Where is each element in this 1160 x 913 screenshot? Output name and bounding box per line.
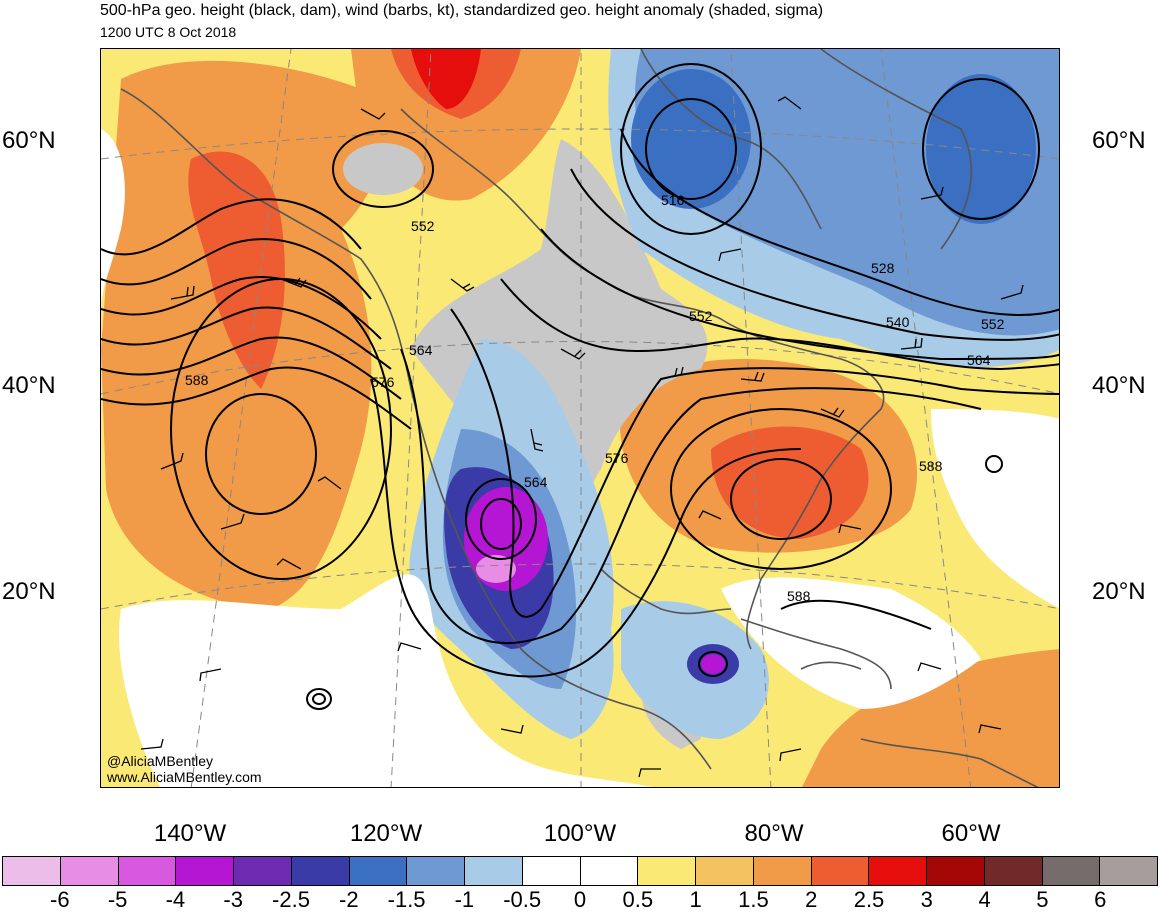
- colorbar-tick-label: -6: [50, 887, 70, 912]
- figure-title: 500-hPa geo. height (black, dam), wind (…: [100, 2, 824, 19]
- lat-label-40n-right: 40°N: [1092, 372, 1146, 399]
- lon-label-60w: 60°W: [941, 820, 1001, 847]
- colorbar-tick-label: 1.5: [738, 887, 769, 912]
- anomaly-negative-greenland-east: [926, 74, 1036, 224]
- wind-barbs: [140, 96, 1024, 778]
- colorbar-tick-label: 5: [1036, 887, 1049, 912]
- colorbar-cell: [1042, 857, 1101, 885]
- credit-url: www.AliciaMBentley.com: [107, 769, 262, 785]
- lon-label-100w: 100°W: [543, 820, 617, 847]
- contour-label: 552: [411, 218, 435, 234]
- colorbar-tick-label: -2.5: [272, 887, 310, 912]
- colorbar-cell: [522, 857, 581, 885]
- anomaly-positive-tropical: [802, 649, 1059, 787]
- colorbar-tick-label: 1: [689, 887, 702, 912]
- contour-label: 576: [371, 374, 395, 390]
- lat-label-20n-left: 20°N: [2, 578, 56, 605]
- lon-label-80w: 80°W: [744, 820, 804, 847]
- colorbar-cell: [291, 857, 350, 885]
- colorbar-cell: [1100, 857, 1157, 885]
- anomaly-negative-trough-peak: [476, 555, 516, 583]
- colorbar-tick-label: 6: [1094, 887, 1107, 912]
- colorbar-tick-label: 0.5: [622, 887, 654, 912]
- colorbar-cell: [696, 857, 754, 885]
- colorbar-cell: [869, 857, 927, 885]
- anomaly-neutral-east: [931, 409, 1059, 608]
- colorbar-cell: [927, 857, 985, 885]
- anomaly-negative-baffin: [631, 69, 751, 209]
- anomaly-gray-low: [343, 143, 423, 195]
- contour-label: 540: [886, 314, 910, 330]
- valid-time: 1200 UTC 8 Oct 2018: [100, 24, 237, 40]
- colorbar-tick-label: -5: [107, 887, 128, 912]
- colorbar-tick-label: 0: [573, 887, 587, 912]
- colorbar-tick-label: 2: [805, 887, 818, 912]
- colorbar-cell: [465, 857, 523, 885]
- lat-label-20n-right: 20°N: [1092, 578, 1146, 605]
- lon-label-140w: 140°W: [153, 820, 227, 847]
- colorbar: [2, 856, 1158, 886]
- colorbar-cell: [580, 857, 639, 885]
- contour-label: 588: [787, 588, 811, 604]
- colorbar-cell: [753, 857, 812, 885]
- contour-label: 576: [605, 450, 629, 466]
- anomaly-neutral-northwest: [101, 129, 125, 309]
- colorbar-tick-label: 3: [920, 887, 933, 912]
- map-panel: 516 528 540 552 552 552 564 564 564 576 …: [100, 48, 1060, 788]
- contour-label: 564: [524, 474, 548, 490]
- colorbar-tick-label: -1.5: [387, 887, 426, 912]
- anomaly-gray-continent: [411, 139, 708, 589]
- anomaly-negative-low-core: [701, 654, 725, 674]
- lat-label-60n-right: 60°N: [1092, 127, 1146, 154]
- lat-label-60n-left: 60°N: [2, 127, 56, 154]
- contour-label: 516: [661, 192, 685, 208]
- colorbar-cell: [176, 857, 234, 885]
- colorbar-tick-label: -1: [454, 887, 475, 912]
- anomaly-neutral-pacific: [119, 574, 653, 787]
- credit-handle: @AliciaMBentley: [107, 753, 214, 769]
- lat-label-40n-left: 40°N: [2, 372, 56, 399]
- colorbar-tick-label: 4: [978, 887, 991, 912]
- colorbar-cell: [118, 857, 177, 885]
- contour-label: 588: [919, 458, 943, 474]
- contour-label: 552: [981, 316, 1005, 332]
- anomaly-neutral-atlantic: [721, 577, 981, 709]
- colorbar-cell: [984, 857, 1043, 885]
- lon-label-120w: 120°W: [349, 820, 423, 847]
- colorbar-tick-label: -3: [223, 887, 243, 912]
- colorbar-tick-label: -0.5: [503, 887, 542, 912]
- colorbar-cell: [638, 857, 696, 885]
- colorbar-cell: [3, 857, 61, 885]
- colorbar-cell: [811, 857, 870, 885]
- contour-label: 564: [409, 342, 433, 358]
- contour-label: 528: [871, 260, 895, 276]
- anomaly-positive-north-peak: [411, 49, 481, 109]
- contour-label: 564: [967, 352, 991, 368]
- contour-label: 588: [185, 372, 209, 388]
- anomaly-positive-nw-core: [188, 151, 285, 389]
- colorbar-cell: [60, 857, 119, 885]
- map-canvas: 516 528 540 552 552 552 564 564 564 576 …: [101, 49, 1059, 787]
- colorbar-tick-label: 2.5: [853, 887, 885, 912]
- colorbar-cell: [407, 857, 465, 885]
- colorbar-cell: [349, 857, 408, 885]
- contour-label: 552: [689, 308, 713, 324]
- colorbar-tick-label: -2: [339, 887, 359, 912]
- contour-label-group: 516 528 540 552 552 552 564 564 564 576 …: [185, 192, 1005, 604]
- colorbar-cell: [234, 857, 292, 885]
- colorbar-tick-label: -4: [165, 887, 186, 912]
